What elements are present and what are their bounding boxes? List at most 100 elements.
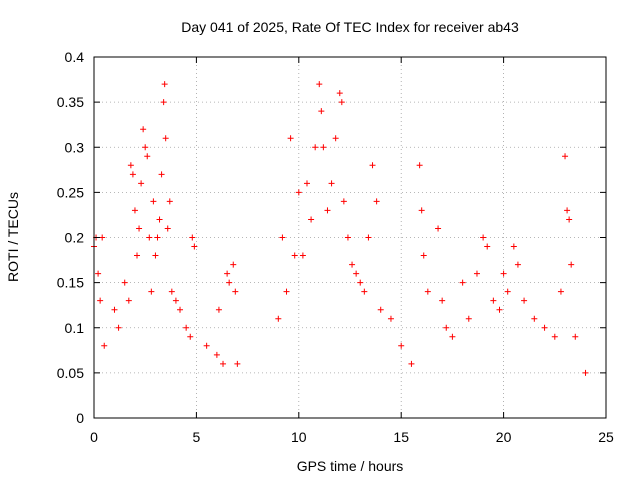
data-point [416,162,423,169]
data-point [320,144,327,151]
data-point [283,288,290,295]
data-point [220,360,227,367]
data-point [398,342,405,349]
data-point [484,243,491,250]
data-point [203,342,210,349]
x-tick-label: 0 [90,429,98,445]
y-tick-label: 0.4 [65,49,85,65]
data-point [161,81,168,88]
data-point [332,135,339,142]
data-point [443,324,450,331]
data-point [115,324,122,331]
y-tick-labels: 0 0.05 0.1 0.15 0.2 0.25 0.3 0.35 0.4 [57,49,84,426]
data-point [418,207,425,214]
data-point [224,270,231,277]
chart-title: Day 041 of 2025, Rate Of TEC Index for r… [181,19,519,35]
data-point [387,315,394,322]
data-point [287,135,294,142]
y-tick-label: 0.3 [65,139,85,155]
data-point [551,333,558,340]
data-point [353,270,360,277]
data-point [138,180,145,187]
data-point [191,243,198,250]
y-tick-label: 0.1 [65,320,85,336]
y-tick-label: 0.35 [57,94,84,110]
data-point [140,126,147,133]
data-point [148,288,155,295]
data-point [97,297,104,304]
data-point [408,360,415,367]
data-point [295,189,302,196]
y-axis-label: ROTI / TECUs [5,192,21,282]
data-point [127,162,134,169]
data-point [582,369,589,376]
data-point [168,288,175,295]
data-point [424,288,431,295]
x-tick-label: 5 [193,429,201,445]
data-point [160,99,167,106]
data-point [420,252,427,259]
data-point [125,297,132,304]
data-point [154,234,161,241]
data-point [373,198,380,205]
data-point [328,180,335,187]
data-point [308,216,315,223]
data-point [291,252,298,259]
data-point [299,252,306,259]
data-point [312,144,319,151]
y-tick-label: 0.2 [65,230,85,246]
data-point [146,234,153,241]
data-point [232,288,239,295]
x-axis-label: GPS time / hours [297,458,404,474]
data-point [166,198,173,205]
data-point [162,135,169,142]
data-point [134,252,141,259]
data-point [338,99,345,106]
data-point [557,288,564,295]
data-point [324,207,331,214]
data-points [91,81,589,376]
data-point [183,324,190,331]
data-point [158,171,165,178]
data-point [275,315,282,322]
data-point [99,234,106,241]
data-point [541,324,548,331]
data-point [344,234,351,241]
data-point [318,108,325,115]
x-tick-label: 15 [393,429,409,445]
x-tick-label: 10 [291,429,307,445]
y-tick-label: 0.25 [57,184,84,200]
data-point [303,180,310,187]
data-point [572,333,579,340]
data-point [566,216,573,223]
data-point [510,243,517,250]
data-point [562,153,569,160]
data-point [189,234,196,241]
data-point [156,216,163,223]
data-point [234,360,241,367]
data-point [514,261,521,268]
data-point [142,144,149,151]
x-tick-label: 20 [496,429,512,445]
data-point [226,279,233,286]
data-point [230,261,237,268]
data-point [177,306,184,313]
data-point [144,153,151,160]
x-tick-label: 25 [598,429,614,445]
data-point [365,234,372,241]
data-point [490,297,497,304]
data-point [336,90,343,97]
data-point [480,234,487,241]
data-point [340,198,347,205]
data-point [465,315,472,322]
data-point [369,162,376,169]
data-point [521,297,528,304]
data-point [473,270,480,277]
data-point [500,270,507,277]
data-point [101,342,108,349]
data-point [377,306,384,313]
data-point [213,351,220,358]
y-tick-label: 0.15 [57,275,84,291]
data-point [121,279,128,286]
